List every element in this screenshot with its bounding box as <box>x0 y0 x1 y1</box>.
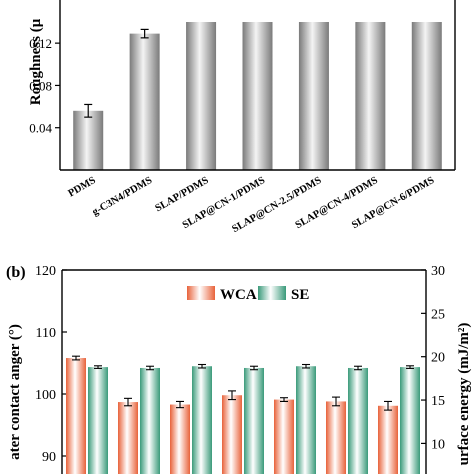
wca-bar <box>66 358 86 474</box>
se-y-tick-label: 15 <box>431 394 445 409</box>
wca-y-tick-label: 110 <box>36 326 56 341</box>
wca-bar <box>274 399 294 474</box>
roughness-bar <box>129 33 160 170</box>
wca-bar <box>170 404 190 474</box>
legend-swatch-wca <box>187 286 215 300</box>
se-bar <box>192 366 212 474</box>
panel-label-b: (b) <box>6 264 26 281</box>
se-bar <box>244 367 264 474</box>
wca-se-axes <box>61 269 427 474</box>
roughness-chart: Roughness (μ 0.04 0.08 0.12 PDMSg-C3N4/PDM… <box>28 0 456 235</box>
legend-label-se: SE <box>291 287 309 303</box>
se-bar <box>400 367 420 474</box>
se-y-tick-label: 25 <box>431 307 445 322</box>
wca-bar <box>118 402 138 474</box>
roughness-bar <box>411 22 442 170</box>
roughness-x-tick-label: PDMS <box>66 175 97 199</box>
se-y-tick-label: 30 <box>431 264 445 279</box>
wca-y-tick-label: 120 <box>35 264 56 279</box>
roughness-x-tick-label: g-C3N4/PDMS <box>91 175 155 218</box>
roughness-y-tick-label: 0.04 <box>29 121 52 136</box>
se-axis-label: urface energy (mJ/m²) <box>456 323 472 466</box>
contact-angle-chart: (b) ater contact anger (°) urface energy… <box>6 264 472 474</box>
se-bar <box>348 367 368 474</box>
roughness-bars <box>73 22 442 170</box>
se-y-tick-label: 10 <box>431 437 445 452</box>
legend-label-wca: WCA <box>220 287 257 303</box>
roughness-bar <box>355 22 386 170</box>
roughness-axis-label: Roughness (μ <box>28 18 44 105</box>
roughness-bar <box>186 22 217 170</box>
wca-axis-label: ater contact anger (°) <box>7 324 23 460</box>
se-bar <box>88 367 108 474</box>
roughness-axes <box>59 0 456 171</box>
wca-se-ticks: 90 100 110 120 10 15 20 25 30 <box>35 264 445 465</box>
roughness-y-tick-label: 0.08 <box>29 78 52 93</box>
wca-se-bars <box>66 355 420 474</box>
roughness-bar <box>73 110 104 170</box>
wca-y-tick-label: 100 <box>35 388 56 403</box>
roughness-y-tick-label: 0.12 <box>29 36 52 51</box>
wca-bar <box>378 405 398 474</box>
se-bar <box>296 366 316 474</box>
wca-y-tick-label: 90 <box>42 450 56 465</box>
legend: WCA SE <box>187 286 309 303</box>
se-y-tick-label: 20 <box>431 351 445 366</box>
roughness-bar <box>298 22 329 170</box>
se-bar <box>140 367 160 474</box>
roughness-bar <box>242 22 273 170</box>
legend-swatch-se <box>258 286 286 300</box>
wca-bar <box>222 395 242 474</box>
wca-bar <box>326 401 346 474</box>
roughness-y-ticks: 0.04 0.08 0.12 <box>29 36 60 136</box>
